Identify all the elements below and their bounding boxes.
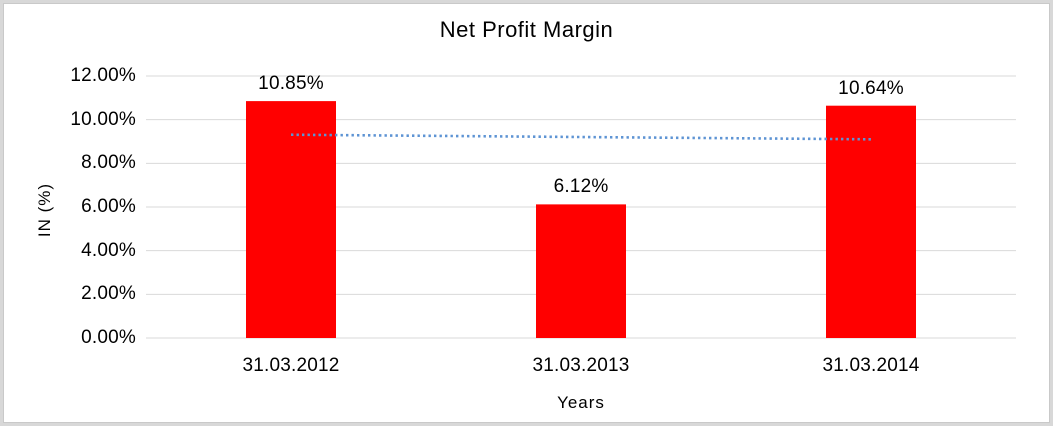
y-tick-label: 4.00% [81,239,136,261]
bar-value-label: 6.12% [553,176,609,198]
bar-31.03.2012 [246,101,336,338]
y-tick-label: 0.00% [81,327,136,348]
x-category-label: 31.03.2012 [242,355,340,376]
bar-31.03.2013 [536,204,626,338]
trendline [290,133,872,141]
x-axis-title: Years [557,393,605,412]
bar-value-label: 10.64% [838,77,904,99]
bar-31.03.2014 [826,105,916,339]
chart-title: Net Profit Margin [439,17,614,42]
y-axis-title: IN (%) [35,182,54,238]
x-category-label: 31.03.2013 [532,355,630,376]
bar-value-label: 10.85% [258,73,324,95]
x-category-label: 31.03.2014 [822,355,920,376]
y-tick-label: 10.00% [70,108,136,130]
y-tick-label: 12.00% [70,65,136,86]
y-tick-label: 2.00% [81,283,136,305]
y-tick-label: 8.00% [81,152,136,174]
plot-area [146,75,1016,339]
y-tick-label: 6.00% [81,196,136,217]
